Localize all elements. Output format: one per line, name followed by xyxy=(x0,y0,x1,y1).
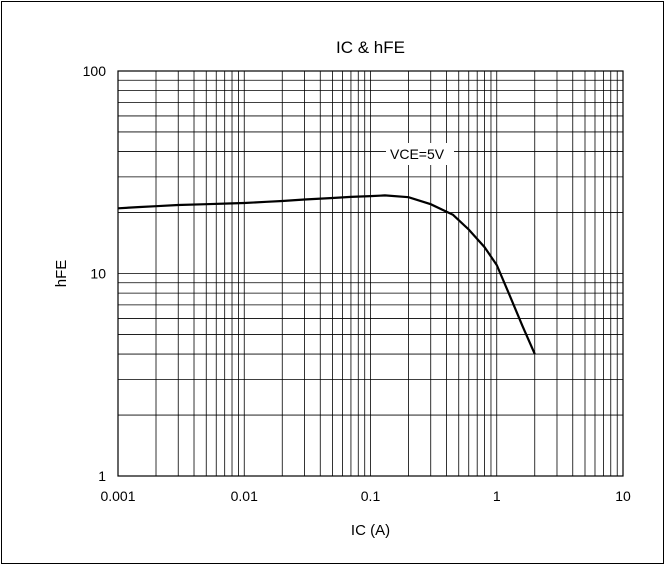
hfe-curve-line xyxy=(117,194,536,355)
x-axis-label: IC (A) xyxy=(351,522,390,539)
vce-annotation: VCE=5V xyxy=(390,146,445,162)
x-tick-label: 10 xyxy=(615,488,631,504)
x-tick-label: 0.001 xyxy=(100,488,135,504)
chart-title: IC & hFE xyxy=(336,38,405,57)
x-tick-labels: 0.001 0.01 0.1 1 10 xyxy=(100,488,631,504)
y-axis-label: hFE xyxy=(53,260,70,288)
y-tick-label: 1 xyxy=(98,468,106,484)
plot-border xyxy=(117,70,624,477)
x-tick-label: 0.01 xyxy=(231,488,258,504)
x-tick-label: 0.1 xyxy=(361,488,381,504)
y-tick-label: 10 xyxy=(90,266,106,282)
grid-lines xyxy=(118,71,623,476)
y-tick-label: 100 xyxy=(83,63,107,79)
x-tick-label: 1 xyxy=(493,488,501,504)
annotation-background xyxy=(386,143,454,165)
y-tick-labels: 1 10 100 xyxy=(83,63,107,484)
